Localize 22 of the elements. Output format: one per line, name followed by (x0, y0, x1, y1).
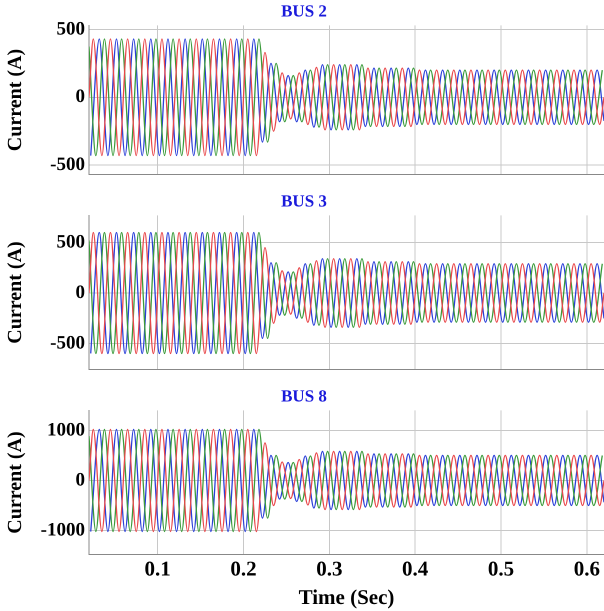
chart-title: BUS 2 (281, 2, 327, 21)
x-tick-label: 0.3 (316, 556, 342, 581)
y-tick-label: -1000 (40, 519, 85, 540)
y-tick-label: 0 (76, 86, 85, 108)
x-axis-title: Time (Sec) (298, 584, 394, 609)
y-tick-label: 1000 (47, 419, 85, 440)
chart-title: BUS 8 (281, 386, 327, 406)
x-tick-label: 0.5 (488, 556, 514, 581)
y-tick-label: 0 (76, 469, 85, 490)
x-tick-label: 0.4 (402, 556, 429, 581)
y-tick-label: -500 (50, 154, 85, 176)
y-tick-label: 500 (56, 18, 85, 40)
chart-title: BUS 3 (281, 192, 327, 211)
y-axis-title: Current (A) (4, 431, 26, 534)
x-tick-label: 0.2 (230, 556, 257, 581)
y-axis-title: Current (A) (4, 241, 26, 344)
x-tick-label: 0.6 (574, 556, 600, 581)
y-tick-label: -500 (50, 332, 85, 354)
x-tick-label: 0.1 (144, 556, 171, 581)
y-tick-label: 500 (56, 232, 85, 253)
y-tick-label: 0 (76, 282, 85, 303)
y-axis-title: Current (A) (4, 48, 26, 152)
